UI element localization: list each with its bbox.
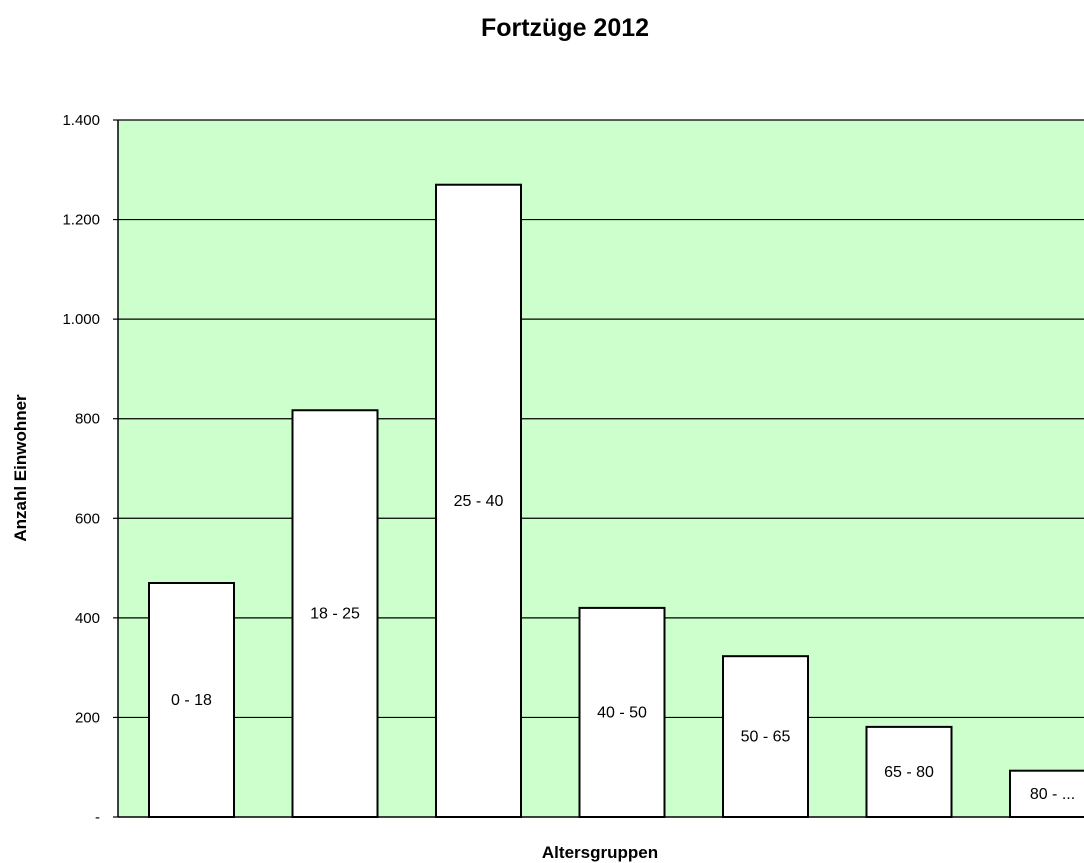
bar <box>291 409 379 818</box>
bar-category-label: 0 - 18 <box>171 692 212 709</box>
bar-category-label: 40 - 50 <box>597 704 647 721</box>
y-tick-label: 600 <box>75 510 100 527</box>
y-tick-label: 800 <box>75 411 100 428</box>
y-tick-label: 1.000 <box>62 311 100 328</box>
bar <box>435 183 522 818</box>
gridlines <box>118 119 1084 719</box>
y-tick-label: 200 <box>75 709 100 726</box>
bar <box>148 582 235 818</box>
bar-category-label: 80 - ... <box>1030 786 1075 803</box>
bar-category-label: 18 - 25 <box>310 606 360 623</box>
bar-category-label: 50 - 65 <box>741 729 791 746</box>
bar-category-label: 25 - 40 <box>454 493 504 510</box>
y-tick-label: 1.200 <box>62 212 100 229</box>
bar <box>722 655 809 818</box>
chart-title: Fortzüge 2012 <box>480 14 650 42</box>
y-tick-label: - <box>95 809 100 826</box>
x-axis-label: Altersgruppen <box>541 843 659 862</box>
y-tick-label: 400 <box>75 610 100 627</box>
y-tick-label: 1.400 <box>62 112 100 129</box>
bar <box>1009 769 1084 818</box>
bar <box>578 606 666 819</box>
bar-category-label: 65 - 80 <box>884 764 934 781</box>
y-axis-label: Anzahl Einwohner <box>11 394 30 542</box>
bar <box>865 725 953 819</box>
bars: 0 - 18 18 - 25 25 - 40 40 - 50 50 - 65 65 - 8… <box>148 183 1084 819</box>
